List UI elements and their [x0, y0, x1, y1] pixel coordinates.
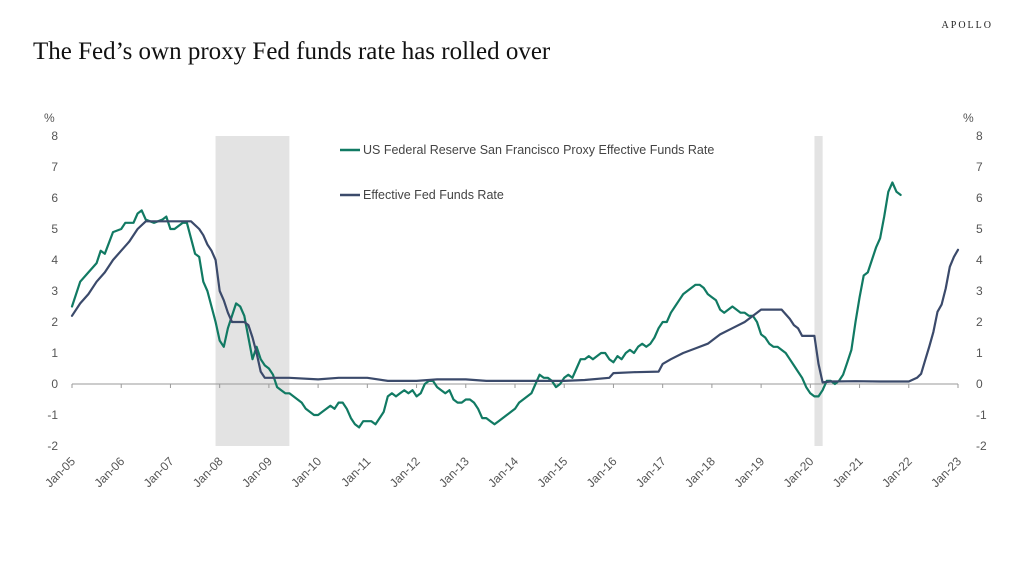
left-y-tick-label: 0	[51, 377, 58, 391]
right-y-tick-label: 0	[976, 377, 983, 391]
x-tick-label: Jan-06	[91, 454, 127, 490]
left-y-unit: %	[44, 111, 55, 125]
right-y-tick-label: 8	[976, 129, 983, 143]
x-tick-label: Jan-22	[879, 454, 915, 490]
x-tick-label: Jan-17	[633, 454, 669, 490]
recession-shading	[215, 136, 823, 446]
x-tick-label: Jan-16	[584, 454, 620, 490]
right-y-tick-label: 1	[976, 346, 983, 360]
series-lines	[70, 181, 960, 429]
x-tick-label: Jan-11	[338, 454, 373, 489]
x-axis-ticks: Jan-05 Jan-06 Jan-07 Jan-08 Jan-09 Jan-10 Jan-…	[42, 384, 964, 490]
x-tick-label: Jan-09	[239, 454, 275, 490]
right-y-tick-label: 5	[976, 222, 983, 236]
left-y-tick-label: 8	[51, 129, 58, 143]
x-tick-label: Jan-13	[436, 454, 472, 490]
left-y-tick-label: 7	[51, 160, 58, 174]
left-y-tick-label: 5	[51, 222, 58, 236]
legend-label-1: US Federal Reserve San Francisco Proxy E…	[363, 143, 714, 157]
right-y-tick-label: 3	[976, 284, 983, 298]
right-y-tick-label: -1	[976, 408, 987, 422]
left-y-tick-label: 6	[51, 191, 58, 205]
left-y-tick-label: 2	[51, 315, 58, 329]
shaded-period-1	[215, 136, 290, 446]
x-tick-label: Jan-15	[534, 454, 570, 490]
chart-title: The Fed’s own proxy Fed funds rate has r…	[33, 38, 551, 65]
x-tick-label: Jan-23	[928, 454, 964, 490]
x-tick-label: Jan-07	[141, 454, 177, 490]
x-tick-label: Jan-18	[682, 454, 718, 490]
x-tick-label: Jan-10	[288, 454, 324, 490]
x-tick-label: Jan-19	[731, 454, 767, 490]
left-y-tick-label: -2	[47, 439, 58, 453]
right-y-tick-label: -2	[976, 439, 987, 453]
x-tick-label: Jan-12	[387, 454, 423, 490]
effective-fed-funds-line	[70, 220, 960, 384]
left-y-tick-label: 3	[51, 284, 58, 298]
shaded-period-2	[814, 136, 823, 446]
x-tick-label: Jan-08	[190, 454, 226, 490]
x-tick-label: Jan-20	[781, 454, 817, 490]
legend-label-2: Effective Fed Funds Rate	[363, 188, 504, 202]
proxy-funds-rate-line	[70, 181, 902, 429]
x-tick-label: Jan-14	[485, 454, 521, 490]
x-tick-label: Jan-21	[830, 454, 866, 490]
brand-logo: APOLLO	[941, 20, 993, 31]
x-tick-label: Jan-05	[42, 454, 78, 490]
right-y-ticks: -2 -1 0 1 2 3 4 5 6 7 8	[976, 129, 987, 453]
left-y-tick-label: -1	[47, 408, 58, 422]
left-y-ticks: -2 -1 0 1 2 3 4 5 6 7 8	[47, 129, 58, 453]
right-y-tick-label: 6	[976, 191, 983, 205]
right-y-tick-label: 4	[976, 253, 983, 267]
legend: US Federal Reserve San Francisco Proxy E…	[340, 143, 714, 202]
left-y-tick-label: 1	[51, 346, 58, 360]
chart-axes: -2 -1 0 1 2 3 4 5 6 7 8 -2 -1 0 1 2 3 4 5 6 7 8 Jan-05 Jan-06…	[42, 111, 987, 490]
right-y-tick-label: 2	[976, 315, 983, 329]
right-y-tick-label: 7	[976, 160, 983, 174]
left-y-tick-label: 4	[51, 253, 58, 267]
right-y-unit: %	[963, 111, 974, 125]
